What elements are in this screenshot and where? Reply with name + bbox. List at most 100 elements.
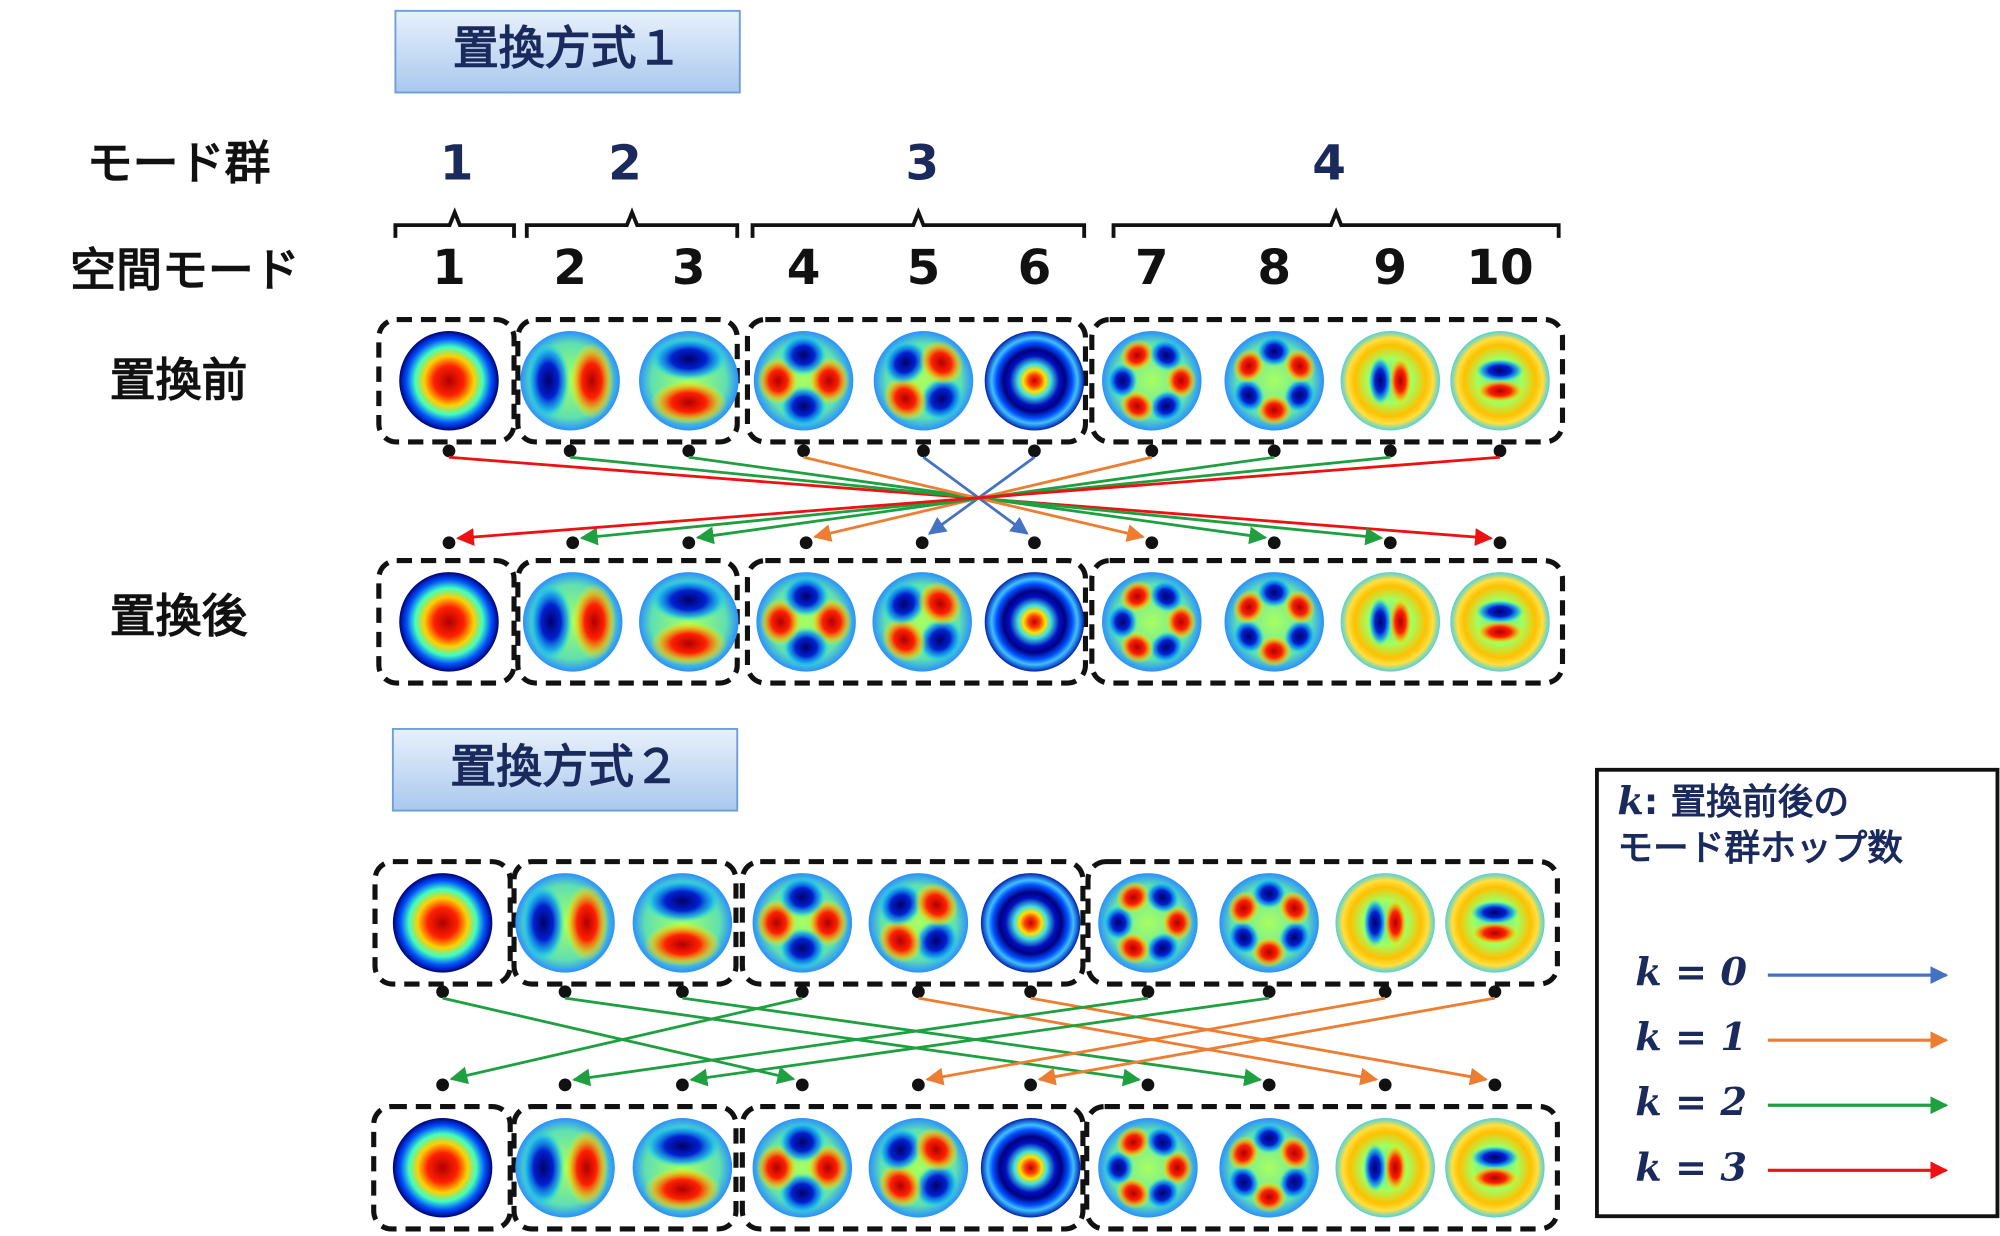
lobe: [1145, 881, 1180, 914]
mode-disk: [753, 331, 854, 431]
dot: [1267, 444, 1281, 458]
mode-disk: [872, 572, 972, 672]
lobe: [878, 882, 923, 927]
group-box: [739, 1103, 1086, 1232]
dot: [682, 536, 696, 550]
legend-label: k = 1: [1635, 1015, 1747, 1060]
dot: [795, 985, 809, 999]
dot: [917, 444, 930, 458]
mode-pattern: [752, 1118, 853, 1218]
mode-disk: [868, 873, 969, 973]
dot: [799, 536, 813, 550]
group-number: 1: [440, 135, 474, 191]
lobe: [1149, 390, 1184, 423]
lobe: [1256, 635, 1292, 667]
lobe: [914, 882, 959, 927]
dot: [1024, 1078, 1037, 1092]
mode-pattern: [873, 331, 974, 431]
legend-title: モード群ホップ数: [1617, 828, 1903, 869]
legend-label: k = 0: [1635, 950, 1747, 995]
group-box: [511, 1103, 739, 1232]
mode-number: 5: [907, 240, 941, 296]
mode-number: 3: [672, 240, 706, 296]
mode-disk: [873, 331, 974, 431]
mode-pattern: [515, 873, 615, 973]
dot: [1378, 1078, 1392, 1092]
lobe: [1256, 577, 1292, 608]
dot: [1493, 444, 1507, 458]
scheme-title: 置換方式１: [453, 21, 683, 75]
mode-pattern: [868, 873, 969, 973]
permutation-arrow: [442, 996, 796, 1085]
group-number: 2: [608, 135, 642, 191]
lobe: [1278, 1136, 1311, 1171]
brace: [1111, 207, 1561, 238]
lobe: [565, 884, 609, 962]
mode-pattern: [980, 873, 1081, 973]
lobe: [778, 1121, 826, 1163]
group-box: [1085, 859, 1560, 987]
mode-pattern: [392, 873, 493, 973]
lobe: [1383, 898, 1407, 948]
lobe: [1120, 631, 1155, 664]
group-box: [371, 1103, 513, 1232]
brace: [750, 207, 1087, 238]
mode-disk: [868, 1118, 969, 1218]
dot: [1262, 1078, 1276, 1092]
lobe: [1251, 936, 1287, 968]
lobe: [1161, 1150, 1193, 1186]
lobe: [1227, 1136, 1260, 1171]
lobe: [1232, 590, 1265, 625]
lobe: [644, 1124, 721, 1168]
mode-disk: [984, 572, 1085, 672]
legend-box: [1595, 767, 2000, 1219]
lobe: [1368, 597, 1392, 647]
lobe: [1283, 619, 1316, 654]
dot: [915, 536, 929, 550]
legend-label: k = 2: [1635, 1080, 1747, 1125]
lobe: [1232, 349, 1265, 384]
group-box: [372, 859, 513, 987]
permutation-arrow: [449, 996, 803, 1085]
lobe: [883, 340, 928, 385]
legend-title: k: 置換前後の: [1617, 779, 1849, 824]
group-box: [744, 316, 1089, 445]
row-label: 空間モード: [70, 243, 300, 297]
dot: [1145, 444, 1159, 458]
mode-pattern: [1098, 1118, 1198, 1218]
mode-pattern: [1450, 331, 1550, 431]
lobe: [1278, 1165, 1311, 1200]
lobe: [570, 342, 614, 420]
dot: [436, 1078, 449, 1092]
lobe: [650, 380, 728, 425]
mode-pattern: [1335, 873, 1435, 973]
lobe: [1256, 394, 1292, 426]
permutation-arrow: [918, 996, 1379, 1086]
permutation-arrow: [1030, 996, 1488, 1086]
mode-pattern: [1219, 1118, 1319, 1218]
mode-pattern: [1335, 1118, 1435, 1218]
dot: [1488, 985, 1502, 999]
mode-pattern: [399, 572, 499, 672]
lobe: [521, 884, 566, 962]
lobe: [919, 376, 964, 421]
mode-pattern: [1219, 873, 1319, 973]
dot: [676, 1078, 689, 1092]
lobe: [1278, 891, 1311, 926]
lobe: [882, 617, 927, 662]
lobe: [1475, 600, 1525, 624]
dot: [1141, 985, 1155, 999]
dot: [1262, 985, 1276, 999]
lobe: [526, 342, 571, 420]
mode-pattern: [984, 572, 1085, 672]
mode-pattern: [1445, 1118, 1545, 1218]
dot: [442, 444, 456, 458]
lobe: [914, 918, 959, 963]
group-box: [511, 859, 739, 987]
dot: [558, 985, 572, 999]
lobe: [914, 1163, 959, 1208]
lobe: [644, 879, 721, 923]
lobe: [1470, 921, 1520, 945]
lobe: [529, 583, 573, 661]
mode-pattern: [1102, 572, 1202, 672]
